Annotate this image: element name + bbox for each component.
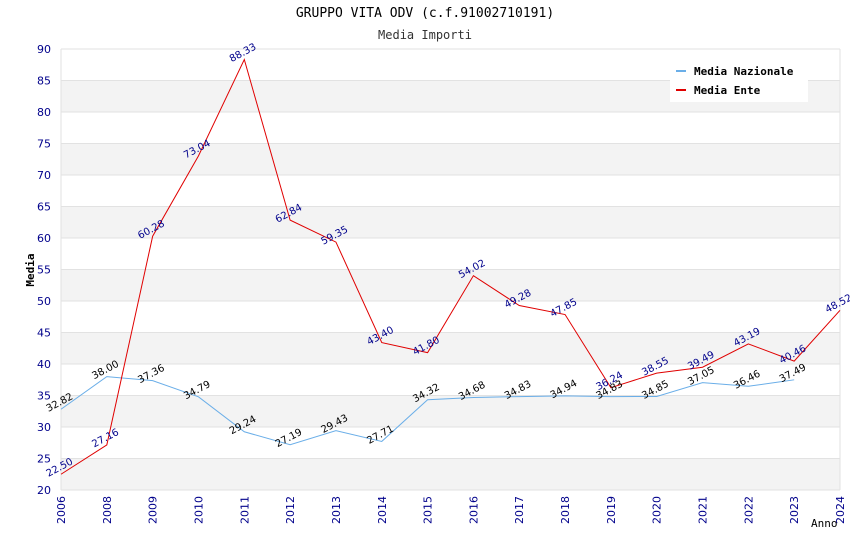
grid-band — [61, 301, 840, 333]
x-tick-label: 2012 — [284, 496, 297, 524]
x-axis-label: Anno — [811, 517, 838, 530]
x-tick-label: 2011 — [238, 496, 251, 524]
chart-title: GRUPPO VITA ODV (c.f.91002710191) — [295, 6, 555, 21]
x-tick-label: 2006 — [55, 496, 68, 524]
x-tick-label: 2022 — [742, 496, 755, 524]
x-tick-label: 2009 — [147, 496, 160, 524]
x-tick-label: 2024 — [834, 496, 847, 524]
y-tick-label: 40 — [37, 358, 51, 371]
y-tick-label: 85 — [37, 75, 51, 88]
grid-band — [61, 112, 840, 144]
x-tick-label: 2013 — [330, 496, 343, 524]
grid-band — [61, 269, 840, 301]
x-tick-label: 2017 — [513, 496, 526, 524]
grid-bands — [60, 48, 841, 491]
grid-band — [61, 427, 840, 459]
y-tick-label: 80 — [37, 106, 51, 119]
series-lines — [60, 58, 841, 475]
y-tick-label: 30 — [37, 421, 51, 434]
chart-subtitle: Media Importi — [378, 28, 472, 42]
legend-label-ente: Media Ente — [694, 83, 761, 97]
legend-swatch-nazionale — [676, 70, 686, 72]
grid-band — [61, 238, 840, 270]
grid-band — [61, 364, 840, 396]
x-tick-label: 2019 — [605, 496, 618, 524]
y-tick-label: 35 — [37, 390, 51, 403]
series-line-media-nazionale — [60, 376, 795, 446]
y-tick-label: 55 — [37, 264, 51, 277]
x-tick-label: 2008 — [101, 496, 114, 524]
series-line-media-ente — [60, 58, 841, 475]
x-tick-label: 2015 — [422, 496, 435, 524]
grid-band — [61, 395, 840, 427]
grid-band — [61, 332, 840, 364]
x-tick-label: 2016 — [467, 496, 480, 524]
y-tick-label: 25 — [37, 453, 51, 466]
x-tick-label: 2021 — [697, 496, 710, 524]
grid-band — [61, 206, 840, 238]
x-tick-label: 2018 — [559, 496, 572, 524]
y-tick-label: 45 — [37, 327, 51, 340]
legend: Media Nazionale Media Ente — [670, 60, 808, 102]
y-tick-label: 60 — [37, 232, 51, 245]
y-axis-label: Media — [24, 253, 37, 286]
legend-label-nazionale: Media Nazionale — [694, 64, 794, 78]
legend-swatch-ente — [676, 89, 686, 91]
x-tick-label: 2020 — [651, 496, 664, 524]
x-tick-label: 2010 — [192, 496, 205, 524]
y-tick-label: 90 — [37, 43, 51, 56]
y-tick-label: 75 — [37, 138, 51, 151]
x-axis-ticks: 2006 2008 2009 2010 2011 2012 2013 2014 2015 2016… — [55, 496, 847, 524]
y-tick-label: 65 — [37, 201, 51, 214]
legend-item-nazionale: Media Nazionale — [676, 64, 793, 78]
y-tick-label: 20 — [37, 484, 51, 497]
legend-item-ente: Media Ente — [676, 83, 760, 97]
grid-band — [61, 143, 840, 175]
grid-band — [61, 175, 840, 207]
y-axis-ticks: 20 25 30 35 40 45 50 55 60 65 70 75 80 85 90 — [37, 43, 51, 497]
y-tick-label: 50 — [37, 295, 51, 308]
grid-band — [61, 458, 840, 490]
x-tick-label: 2014 — [376, 496, 389, 524]
y-tick-label: 70 — [37, 169, 51, 182]
x-tick-label: 2023 — [788, 496, 801, 524]
